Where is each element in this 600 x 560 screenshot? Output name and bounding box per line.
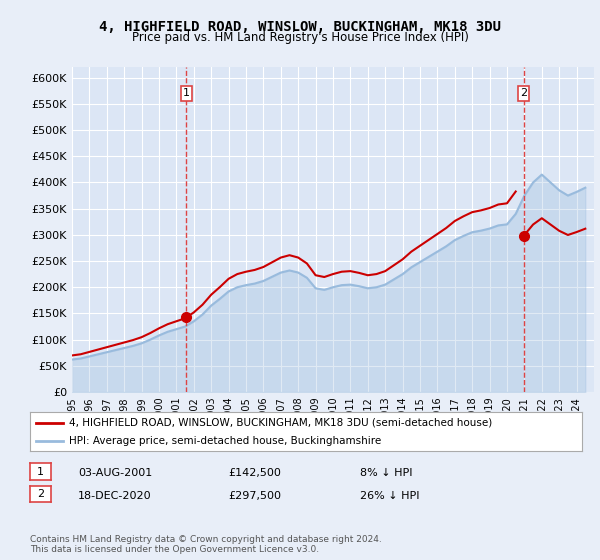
Text: 4, HIGHFIELD ROAD, WINSLOW, BUCKINGHAM, MK18 3DU (semi-detached house): 4, HIGHFIELD ROAD, WINSLOW, BUCKINGHAM, … [68, 418, 492, 428]
Text: £142,500: £142,500 [228, 468, 281, 478]
Text: Contains HM Land Registry data © Crown copyright and database right 2024.
This d: Contains HM Land Registry data © Crown c… [30, 535, 382, 554]
Text: HPI: Average price, semi-detached house, Buckinghamshire: HPI: Average price, semi-detached house,… [68, 436, 381, 446]
Text: 03-AUG-2001: 03-AUG-2001 [78, 468, 152, 478]
Text: 4, HIGHFIELD ROAD, WINSLOW, BUCKINGHAM, MK18 3DU: 4, HIGHFIELD ROAD, WINSLOW, BUCKINGHAM, … [99, 20, 501, 34]
Text: 18-DEC-2020: 18-DEC-2020 [78, 491, 152, 501]
Text: 26% ↓ HPI: 26% ↓ HPI [360, 491, 419, 501]
Text: 2: 2 [520, 88, 527, 99]
Text: Price paid vs. HM Land Registry's House Price Index (HPI): Price paid vs. HM Land Registry's House … [131, 31, 469, 44]
Text: 2: 2 [37, 489, 44, 499]
Text: 1: 1 [37, 466, 44, 477]
Text: 8% ↓ HPI: 8% ↓ HPI [360, 468, 413, 478]
Text: £297,500: £297,500 [228, 491, 281, 501]
Text: 1: 1 [183, 88, 190, 99]
